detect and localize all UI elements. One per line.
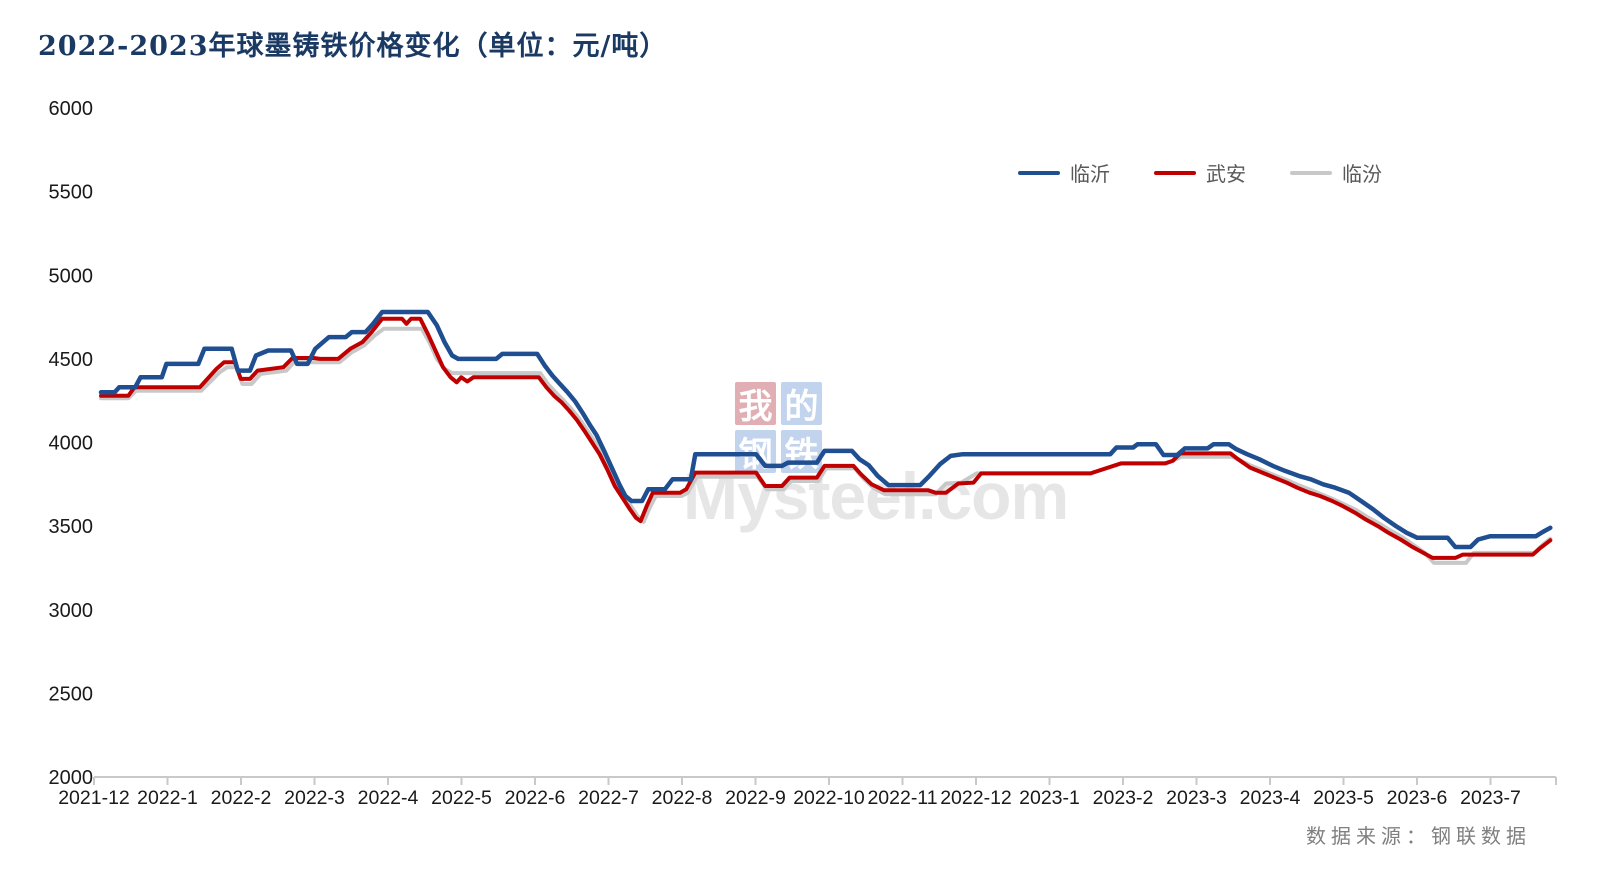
x-axis-label: 2023-5 <box>1313 787 1374 809</box>
x-axis-label: 2022-4 <box>358 787 419 809</box>
y-axis-label: 3500 <box>49 516 94 538</box>
x-axis-label: 2022-3 <box>284 787 345 809</box>
watermark-square-wo: 我 <box>735 382 776 427</box>
x-axis-label: 2022-2 <box>211 787 272 809</box>
x-axis-label: 2022-7 <box>578 787 639 809</box>
x-axis-label: 2023-3 <box>1166 787 1227 809</box>
y-axis-label: 2500 <box>49 683 94 705</box>
legend-item-临汾: 临汾 <box>1290 158 1382 187</box>
watermark-square-de: 的 <box>781 382 822 427</box>
x-axis-label: 2022-9 <box>725 787 786 809</box>
chart-legend: 临沂 武安 临汾 <box>1018 158 1382 187</box>
legend-label: 临汾 <box>1342 164 1382 186</box>
x-axis-label: 2022-12 <box>940 787 1012 809</box>
series-line-临沂 <box>98 309 1553 550</box>
series-line-武安 <box>99 316 1553 560</box>
watermark-square-gang: 钢 <box>735 430 776 475</box>
chart-title: 2022-2023年球墨铸铁价格变化（单位：元/吨） <box>38 31 668 62</box>
x-axis-label: 2023-2 <box>1093 787 1154 809</box>
y-axis-label: 4500 <box>49 349 94 371</box>
x-axis-label: 2022-1 <box>137 787 198 809</box>
legend-label: 临沂 <box>1070 164 1110 186</box>
series-line-临汾 <box>99 326 1553 565</box>
y-axis-label: 6000 <box>49 98 94 120</box>
legend-swatch <box>1018 170 1060 175</box>
data-source-note: 数据来源：钢联数据 <box>1306 824 1531 848</box>
x-axis-label: 2023-6 <box>1387 787 1448 809</box>
x-axis-label: 2022-5 <box>431 787 492 809</box>
y-axis-label: 2000 <box>49 767 94 789</box>
x-axis-label: 2022-10 <box>793 787 865 809</box>
x-axis-label: 2022-6 <box>505 787 566 809</box>
legend-item-武安: 武安 <box>1154 158 1246 187</box>
y-axis-label: 3000 <box>49 600 94 622</box>
y-axis-label: 4000 <box>49 433 94 455</box>
x-axis-label: 2022-8 <box>652 787 713 809</box>
x-axis-label: 2023-1 <box>1019 787 1080 809</box>
legend-item-临沂: 临沂 <box>1018 158 1110 187</box>
watermark-square-tie: 铁 <box>781 430 822 475</box>
legend-swatch <box>1290 170 1332 175</box>
x-axis-label: 2023-4 <box>1240 787 1301 809</box>
legend-label: 武安 <box>1206 164 1246 186</box>
watermark-grid: 我 的 钢 铁 <box>735 382 822 475</box>
watermark: 我 的 钢 铁 <box>735 382 822 475</box>
legend-swatch <box>1154 170 1196 175</box>
x-axis-label: 2023-7 <box>1460 787 1521 809</box>
y-axis-label: 5500 <box>49 182 94 204</box>
x-axis-label: 2021-12 <box>58 787 130 809</box>
y-axis-label: 5000 <box>49 265 94 287</box>
x-axis-label: 2022-11 <box>867 787 937 809</box>
